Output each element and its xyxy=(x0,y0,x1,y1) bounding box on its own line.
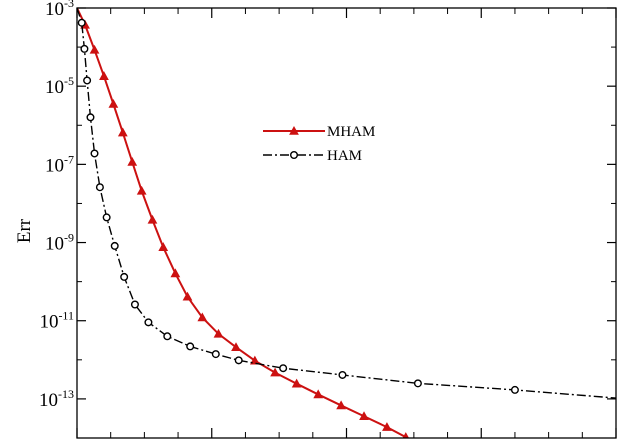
series-point-mham xyxy=(336,400,346,410)
series-point-mham xyxy=(359,411,369,421)
series-line-mham xyxy=(77,8,407,438)
y-tick-mantissa: 10 xyxy=(45,0,64,20)
series-point-mham xyxy=(382,422,392,431)
y-tick-mantissa: 10 xyxy=(45,155,64,176)
series-point-mham xyxy=(197,312,208,322)
series-point-mham xyxy=(147,214,158,224)
y-tick-exponent: -5 xyxy=(64,74,74,88)
series-point-mham xyxy=(117,127,128,137)
y-tick-label: 10-9 xyxy=(45,231,74,255)
series-point-ham xyxy=(130,300,139,309)
series-point-mham xyxy=(231,342,241,351)
series-point-ham xyxy=(86,113,95,122)
series-point-ham xyxy=(163,332,172,341)
series-point-mham xyxy=(402,432,410,438)
series-point-mham xyxy=(99,71,109,80)
y-tick-label: 10-7 xyxy=(45,152,74,176)
series-point-ham xyxy=(90,149,99,158)
series-point-ham xyxy=(234,356,243,365)
series-point-ham xyxy=(338,370,347,379)
series-point-mham xyxy=(158,242,169,251)
y-tick-mantissa: 10 xyxy=(45,234,64,255)
series-point-ham xyxy=(279,364,288,373)
series-point-ham xyxy=(83,76,92,85)
plot-area xyxy=(77,8,616,438)
series-point-ham xyxy=(120,272,129,281)
series-point-mham xyxy=(249,355,260,365)
series-point-ham xyxy=(110,241,119,250)
series-point-ham xyxy=(80,44,89,53)
y-tick-exponent: -9 xyxy=(64,231,74,245)
series-point-mham xyxy=(213,328,224,338)
legend-label-mham: MHAM xyxy=(327,124,375,140)
series-line-ham xyxy=(77,8,616,399)
series-point-mham xyxy=(136,185,147,195)
series-point-mham xyxy=(127,156,138,166)
y-tick-mantissa: 10 xyxy=(39,312,58,333)
series-point-ham xyxy=(510,385,519,394)
y-tick-mantissa: 10 xyxy=(39,390,58,411)
legend-marker-ham xyxy=(290,150,299,159)
series-mham xyxy=(77,8,410,438)
legend-marker-mham xyxy=(289,125,299,135)
series-point-mham xyxy=(108,98,119,108)
y-tick-exponent: -3 xyxy=(64,0,74,10)
series-point-mham xyxy=(182,291,193,301)
y-tick-label: 10-5 xyxy=(45,74,74,98)
series-point-mham xyxy=(89,44,100,54)
y-tick-exponent: -11 xyxy=(58,309,74,323)
series-point-ham xyxy=(144,318,153,327)
y-tick-mantissa: 10 xyxy=(45,77,64,98)
legend-item-mham: MHAM xyxy=(263,124,375,140)
series-point-ham xyxy=(413,379,422,388)
series-point-ham xyxy=(77,18,86,27)
series-point-mham xyxy=(170,268,181,278)
series-ham xyxy=(77,8,616,399)
series-point-ham xyxy=(211,350,220,359)
series-point-ham xyxy=(102,213,111,222)
y-axis-label: Err xyxy=(14,218,35,243)
legend-label-ham: HAM xyxy=(327,148,362,164)
legend: MHAM HAM xyxy=(263,124,375,164)
y-minor-ticks xyxy=(77,46,616,361)
series-point-mham xyxy=(291,378,302,388)
plot-frame xyxy=(76,7,617,439)
y-tick-label: 10-3 xyxy=(45,0,74,20)
series-point-mham xyxy=(270,367,280,377)
series-point-ham xyxy=(95,183,104,192)
series-point-mham xyxy=(313,389,324,399)
series-point-ham xyxy=(186,342,195,351)
legend-item-ham: HAM xyxy=(263,148,362,164)
y-tick-label: 10-11 xyxy=(39,309,74,333)
y-tick-exponent: -13 xyxy=(58,387,74,401)
x-axis-ticks xyxy=(76,8,617,438)
y-tick-label: 10-13 xyxy=(39,387,74,411)
y-tick-exponent: -7 xyxy=(64,152,74,166)
